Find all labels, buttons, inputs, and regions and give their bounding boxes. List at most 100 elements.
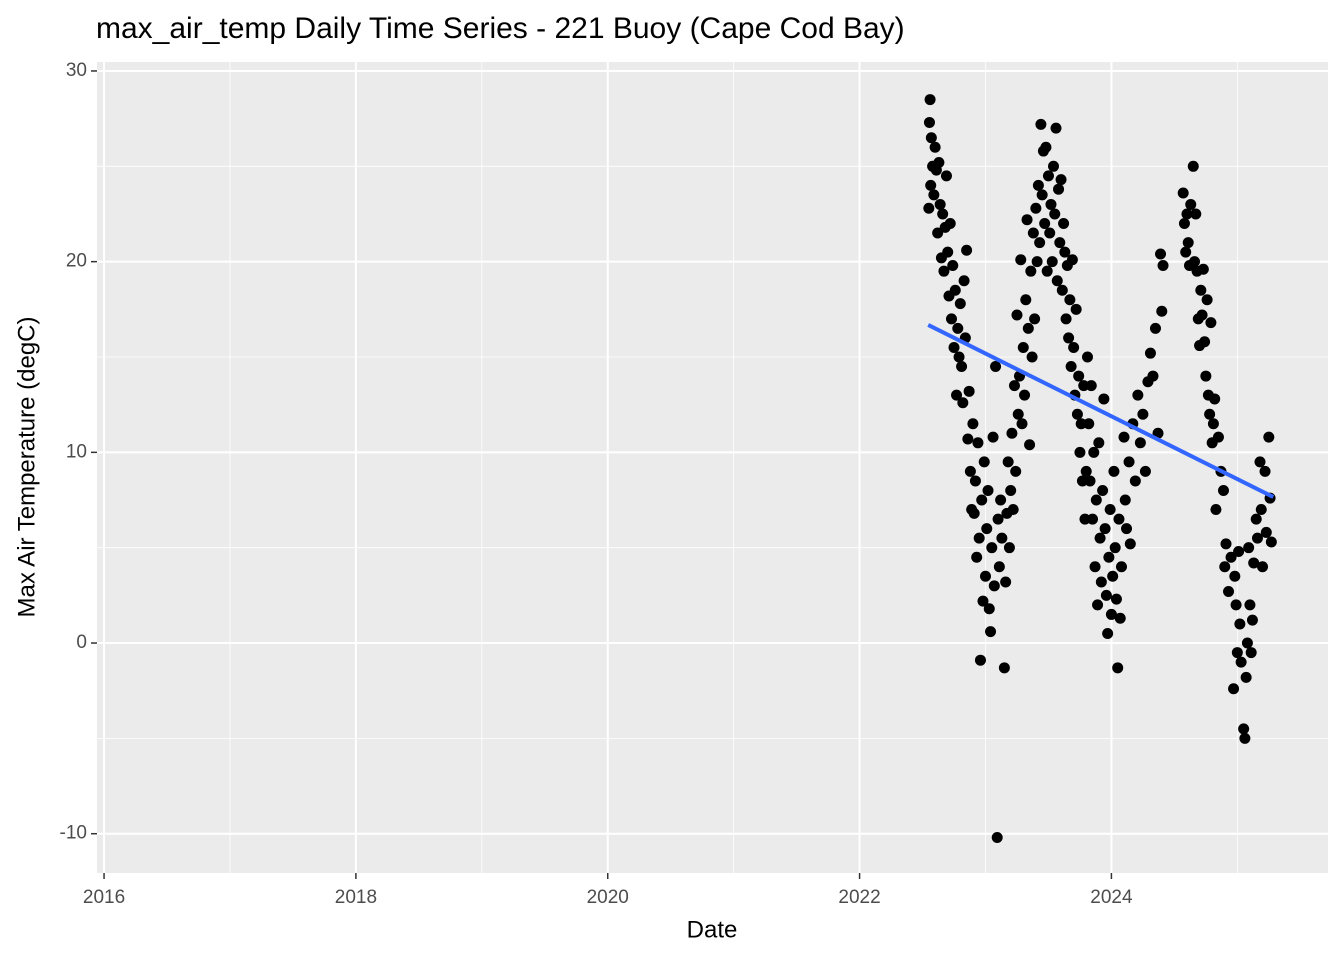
data-point <box>1147 370 1159 382</box>
data-point <box>992 513 1004 525</box>
data-point <box>1102 627 1114 639</box>
data-point <box>1189 256 1201 268</box>
data-point <box>1068 341 1080 353</box>
data-point <box>982 484 994 496</box>
data-point <box>1195 284 1207 296</box>
data-point <box>1110 593 1122 605</box>
data-point <box>979 570 991 582</box>
data-point <box>976 494 988 506</box>
data-point <box>1022 322 1034 334</box>
data-point <box>969 475 981 487</box>
data-point <box>1005 484 1017 496</box>
data-point <box>1055 174 1067 186</box>
data-point <box>1263 431 1275 443</box>
data-point <box>1178 218 1190 230</box>
data-point <box>1074 446 1086 458</box>
data-point <box>983 603 995 615</box>
data-point <box>1019 389 1031 401</box>
plot-panel <box>97 62 1328 873</box>
data-point <box>1118 431 1130 443</box>
data-point <box>1006 427 1018 439</box>
data-point <box>948 341 960 353</box>
data-point <box>1015 254 1027 266</box>
data-point <box>1244 599 1256 611</box>
data-point <box>1200 370 1212 382</box>
data-point <box>1144 347 1156 359</box>
data-point <box>1245 647 1257 659</box>
data-point <box>1047 160 1059 172</box>
data-point <box>1107 570 1119 582</box>
data-point <box>1011 309 1023 321</box>
data-point <box>1058 218 1070 230</box>
data-point <box>1234 618 1246 630</box>
data-point <box>932 227 944 239</box>
data-point <box>1017 341 1029 353</box>
data-point <box>973 532 985 544</box>
data-point <box>1095 576 1107 588</box>
data-point <box>1243 542 1255 554</box>
data-point <box>1210 504 1222 516</box>
data-point <box>923 202 935 214</box>
data-point <box>1053 183 1065 195</box>
data-point <box>1010 465 1022 477</box>
data-point <box>1219 561 1231 573</box>
data-point <box>1250 513 1262 525</box>
data-point <box>1220 538 1232 550</box>
data-point <box>1207 418 1219 430</box>
data-point <box>1044 227 1056 239</box>
data-point <box>1085 380 1097 392</box>
data-point <box>1099 523 1111 535</box>
data-point <box>1046 256 1058 268</box>
x-axis-title: Date <box>687 916 738 943</box>
data-point <box>1228 683 1240 695</box>
data-point <box>1254 456 1266 468</box>
y-axis-title: Max Air Temperature (degC) <box>13 316 40 617</box>
data-point <box>1157 259 1169 271</box>
data-point <box>958 275 970 287</box>
data-point <box>1241 637 1253 649</box>
data-point <box>1180 246 1192 258</box>
data-point <box>1003 542 1015 554</box>
data-point <box>971 551 983 563</box>
data-point <box>1229 570 1241 582</box>
data-point <box>1051 275 1063 287</box>
data-point <box>962 433 974 445</box>
data-point <box>967 418 979 430</box>
data-point <box>1078 380 1090 392</box>
data-point <box>1054 237 1066 249</box>
data-point <box>1070 303 1082 315</box>
data-point <box>1034 237 1046 249</box>
data-point <box>1112 662 1124 674</box>
data-point <box>1149 322 1161 334</box>
data-point <box>1007 504 1019 516</box>
data-point <box>1132 389 1144 401</box>
data-point <box>956 361 968 373</box>
data-point <box>1092 599 1104 611</box>
data-point <box>1045 198 1057 210</box>
data-point <box>1059 246 1071 258</box>
data-point <box>1016 418 1028 430</box>
data-point <box>940 170 952 182</box>
data-point <box>1075 418 1087 430</box>
data-point <box>964 465 976 477</box>
data-point <box>1002 456 1014 468</box>
y-tick-label: -10 <box>60 823 87 844</box>
data-point <box>1071 408 1083 420</box>
data-point <box>925 132 937 144</box>
data-point <box>1056 284 1068 296</box>
trend-line <box>927 323 1275 499</box>
data-point <box>972 437 984 449</box>
data-point <box>968 507 980 519</box>
data-point <box>1134 437 1146 449</box>
data-point <box>961 244 973 256</box>
data-point <box>1124 538 1136 550</box>
data-point <box>1181 208 1193 220</box>
data-point <box>1008 380 1020 392</box>
data-point <box>1083 418 1095 430</box>
data-point <box>1156 305 1168 317</box>
y-tick-label: 30 <box>66 60 87 81</box>
data-point <box>1027 227 1039 239</box>
data-point <box>1031 256 1043 268</box>
data-point <box>1035 118 1047 130</box>
data-point <box>1087 513 1099 525</box>
